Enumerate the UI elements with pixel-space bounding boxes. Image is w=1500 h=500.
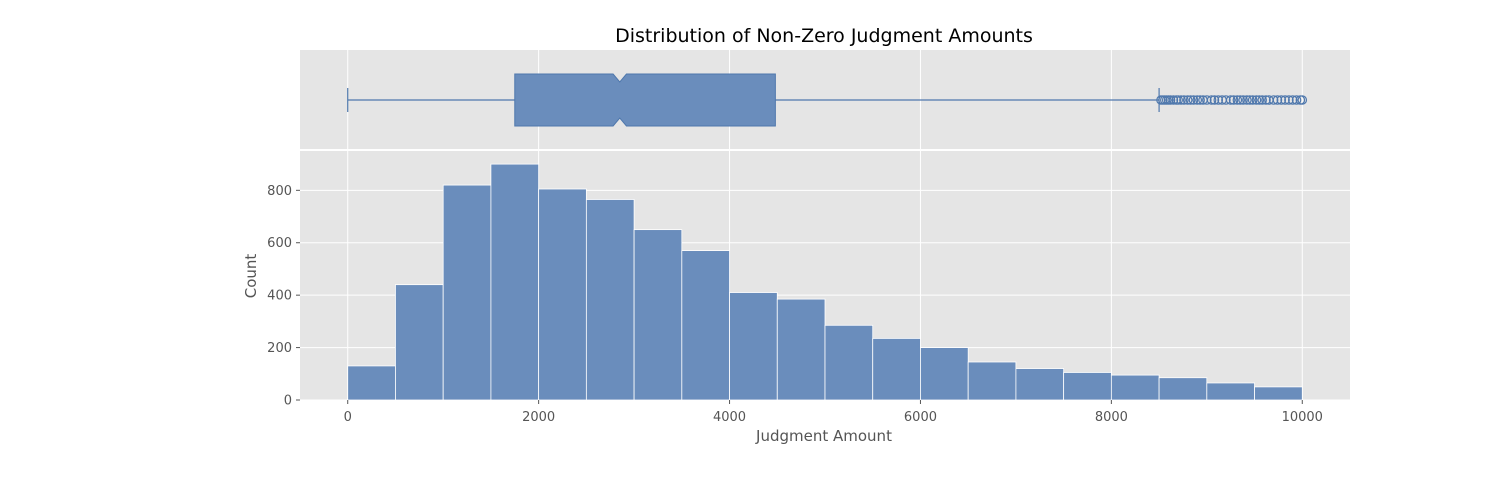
histogram-bars (347, 163, 1303, 401)
boxplot-outlier (1242, 95, 1252, 105)
y-tick-label: 600 (267, 236, 292, 251)
boxplot-outlier (1261, 95, 1271, 105)
boxplot-outlier (1291, 95, 1302, 105)
x-tick-label: 6000 (904, 410, 937, 425)
histogram-bar (1063, 372, 1112, 401)
boxplot-outlier (1209, 95, 1220, 105)
boxplot-outlier (1206, 95, 1217, 105)
boxplot-outlier (1228, 95, 1239, 105)
histogram-bar (1158, 377, 1208, 401)
histogram-bar (633, 229, 683, 401)
histogram-bar (585, 199, 635, 401)
boxplot-outlier (1225, 95, 1236, 105)
x-tick-label: 0 (344, 410, 352, 425)
histogram-bar (681, 250, 730, 401)
boxplot-outlier (1192, 95, 1203, 105)
histogram-bar (1206, 382, 1255, 401)
boxplot-outlier (1297, 95, 1308, 105)
y-tick-label: 200 (267, 341, 292, 356)
histogram-bar (776, 298, 826, 401)
boxplot-outlier (1284, 95, 1294, 105)
boxplot-outlier (1179, 95, 1189, 105)
histogram-bar (1110, 374, 1160, 401)
x-tick-label: 10000 (1282, 410, 1323, 425)
histogram-bar (1254, 386, 1303, 401)
boxplot-outlier (1287, 95, 1298, 105)
histogram-bar (347, 365, 396, 401)
histogram-bar (395, 284, 444, 401)
histogram-bar (538, 188, 587, 401)
y-tick-label: 0 (284, 394, 292, 409)
y-axis-label: Count (242, 254, 260, 299)
y-axis-ticks: 0 200 400 600 800 (267, 184, 300, 409)
boxplot-outlier (1202, 95, 1212, 105)
chart-title: Distribution of Non-Zero Judgment Amount… (615, 25, 1033, 47)
x-tick-label: 8000 (1095, 410, 1128, 425)
boxplot-outlier (1165, 95, 1176, 105)
boxplot-outlier (1168, 95, 1179, 105)
x-axis-ticks: 0 2000 4000 6000 8000 10000 (344, 400, 1323, 425)
histogram-bar (872, 338, 921, 401)
boxplot-outlier (1280, 95, 1290, 105)
boxplot-outlier (1188, 95, 1199, 105)
boxplot-box (514, 73, 776, 127)
boxplot-outlier (1221, 95, 1231, 105)
boxplot-outlier (1185, 95, 1196, 105)
histogram-bar (967, 361, 1017, 401)
boxplot-outlier (1257, 95, 1267, 105)
histogram-bar (824, 324, 874, 401)
x-tick-label: 4000 (713, 410, 746, 425)
boxplot-outlier (1195, 95, 1205, 105)
boxplot-outlier (1173, 95, 1183, 105)
histogram-bar (729, 292, 778, 401)
y-tick-label: 800 (267, 184, 292, 199)
histogram-bar (442, 184, 492, 401)
boxplot (347, 73, 1308, 127)
boxplot-outlier (1272, 95, 1283, 105)
histogram-bar (490, 163, 540, 401)
histogram-bar (920, 347, 969, 401)
boxplot-outlier (1176, 95, 1186, 105)
boxplot-outlier (1182, 95, 1193, 105)
boxplot-outlier (1254, 95, 1265, 105)
boxplot-outlier (1247, 95, 1258, 105)
boxplot-outlier (1251, 95, 1262, 105)
boxplot-outlier (1244, 95, 1255, 105)
boxplot-outlier (1235, 95, 1246, 105)
x-tick-label: 2000 (522, 410, 555, 425)
boxplot-outlier (1232, 95, 1243, 105)
boxplot-outlier (1213, 95, 1224, 105)
x-axis-label: Judgment Amount (755, 427, 892, 445)
boxplot-outlier (1276, 95, 1287, 105)
y-tick-label: 400 (267, 289, 292, 304)
boxplot-outlier (1238, 95, 1248, 105)
histogram-bar (1015, 368, 1065, 401)
boxplot-outlier (1268, 95, 1279, 105)
